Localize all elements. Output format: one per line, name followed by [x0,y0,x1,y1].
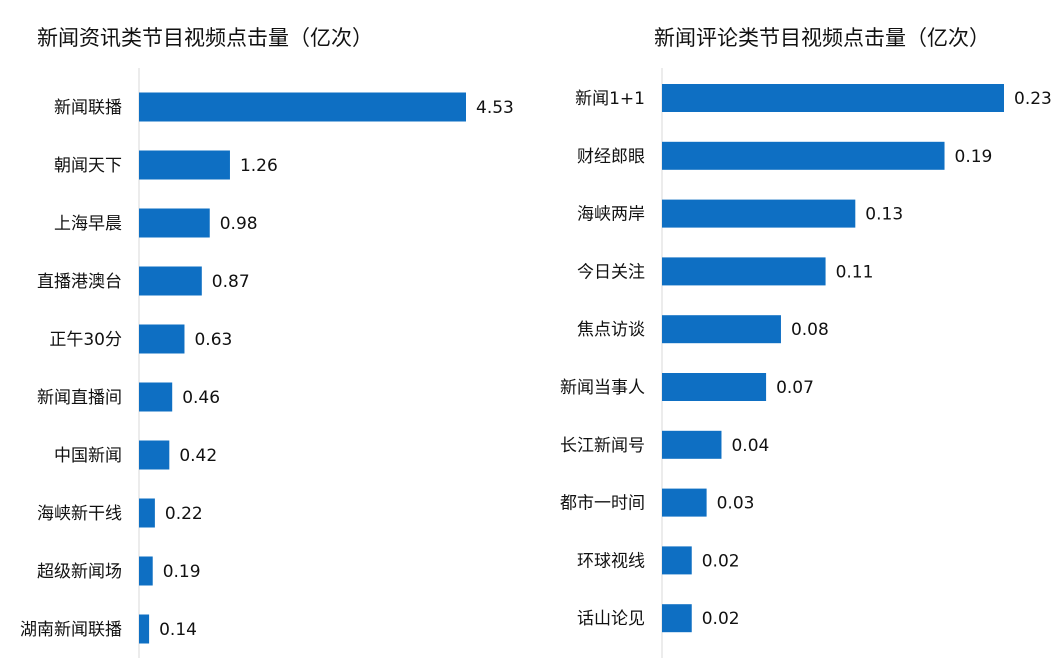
value-label: 0.42 [179,446,217,466]
value-label: 0.02 [702,551,740,571]
value-label: 1.26 [240,156,278,176]
bar [139,556,153,586]
category-label: 话山论见 [577,609,645,629]
left-bar-chart: 新闻资讯类节目视频点击量（亿次） 新闻联播 4.53 朝闻天下 1.26 上海早晨 0.9… [20,26,514,658]
category-label: 正午30分 [49,330,122,350]
value-label: 0.23 [1014,89,1052,109]
value-label: 0.87 [212,272,250,292]
value-label: 0.98 [220,214,258,234]
bar [139,440,170,470]
value-label: 0.07 [776,378,814,398]
category-label: 长江新闻号 [560,436,645,456]
value-label: 4.53 [476,98,514,118]
value-label: 0.13 [865,205,903,225]
category-label: 环球视线 [577,551,645,571]
category-label: 湖南新闻联播 [20,620,122,640]
chart-title: 新闻资讯类节目视频点击量（亿次） [37,26,373,50]
value-label: 0.11 [836,262,874,282]
value-label: 0.08 [791,320,829,340]
bar [139,266,202,296]
category-label: 都市一时间 [560,494,645,514]
bar [662,430,722,459]
value-label: 0.63 [194,330,232,350]
right-bar-chart: 新闻评论类节目视频点击量（亿次） 新闻1+1 0.23 财经郎眼 0.19 海峡两岸 0.… [531,0,1062,658]
category-label: 海峡新干线 [37,504,122,524]
bar [139,614,150,644]
bar [662,604,692,633]
bar [139,324,185,354]
bar [662,315,781,344]
value-label: 0.02 [702,609,740,629]
bar [662,257,826,286]
value-label: 0.19 [163,562,201,582]
category-label: 焦点访谈 [577,320,645,340]
bar [662,199,856,228]
category-label: 新闻直播间 [37,388,122,408]
value-label: 0.22 [165,504,203,524]
bar [139,150,230,180]
category-label: 上海早晨 [54,214,122,234]
value-label: 0.46 [182,388,220,408]
left-chart-plot: 新闻联播 4.53 朝闻天下 1.26 上海早晨 0.98 直播港澳台 0.87 正午30分 0.… [20,68,514,658]
category-label: 海峡两岸 [577,205,645,225]
chart-title: 新闻评论类节目视频点击量（亿次） [654,26,990,50]
bar [662,488,707,517]
bar [662,141,945,170]
bar [662,84,1004,112]
bar [139,92,466,122]
bar [662,373,767,401]
right-chart-plot: 新闻1+1 0.23 财经郎眼 0.19 海峡两岸 0.13 今日关注 0.11 焦点访谈 0.0… [560,68,1052,658]
value-label: 0.14 [159,620,197,640]
bar [139,208,210,238]
category-label: 中国新闻 [54,446,122,466]
value-label: 0.03 [717,494,755,514]
value-label: 0.19 [955,147,993,167]
category-label: 财经郎眼 [577,147,645,167]
value-label: 0.04 [731,436,769,456]
category-label: 新闻1+1 [575,89,645,109]
category-label: 新闻联播 [54,98,122,118]
category-label: 直播港澳台 [37,272,122,292]
bar [662,546,692,575]
category-label: 超级新闻场 [37,562,122,582]
bar [139,382,173,412]
category-label: 今日关注 [577,262,645,282]
bar [139,498,155,528]
category-label: 朝闻天下 [54,156,122,176]
category-label: 新闻当事人 [560,378,645,398]
